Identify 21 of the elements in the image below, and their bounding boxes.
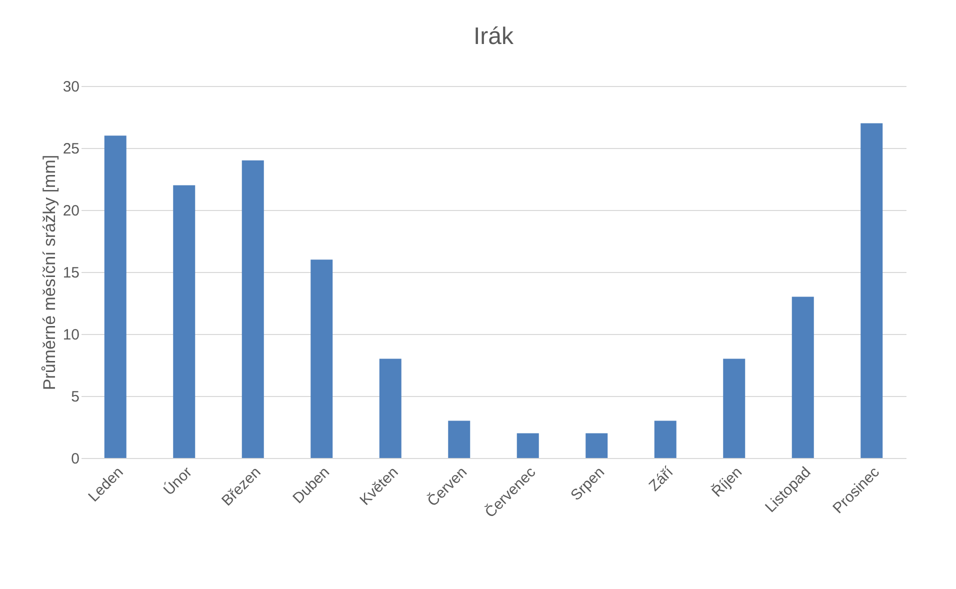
y-tick-label: 20: [62, 202, 80, 220]
y-tick-label: 25: [62, 140, 80, 158]
bar: [586, 433, 608, 458]
bar: [242, 160, 264, 458]
bar: [310, 260, 333, 458]
y-tick-label: 15: [62, 264, 80, 282]
chart-title: Irák: [473, 23, 514, 50]
bar: [723, 358, 746, 458]
bar: [516, 433, 539, 458]
bar: [104, 136, 126, 458]
bar: [860, 123, 883, 458]
y-tick-label: 30: [62, 78, 80, 96]
bar: [654, 420, 676, 458]
y-tick-label: 10: [62, 326, 80, 344]
bar: [379, 358, 402, 458]
y-tick-label: 0: [71, 450, 80, 468]
bar: [792, 296, 814, 458]
bar: [448, 420, 470, 458]
bar: [173, 185, 196, 458]
y-axis-title: Průměrné měsíční srážky [mm]: [40, 154, 59, 390]
y-tick-label: 5: [71, 388, 80, 406]
